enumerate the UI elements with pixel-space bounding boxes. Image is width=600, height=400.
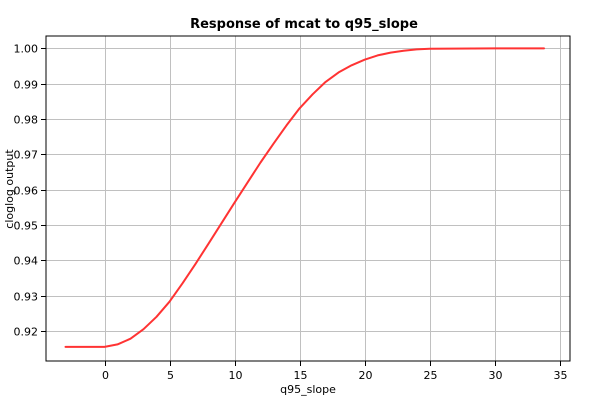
y-tick-label: 0.98 [14,114,39,127]
series [64,47,545,348]
ticks: 0 5 10 15 20 25 30 35 0.92 0.93 0.94 0.95 0.96 0.97 0.… [14,43,568,383]
y-tick-label: 0.96 [14,185,39,198]
x-tick-label: 5 [167,369,174,382]
y-axis-label: cloglog output [3,149,16,229]
y-tick-label: 1.00 [14,43,39,56]
x-tick-label: 20 [359,369,373,382]
x-tick-label: 30 [489,369,503,382]
chart-title: Response of mcat to q95_slope [190,17,418,32]
x-tick-label: 25 [424,369,438,382]
y-tick-label: 0.94 [14,255,39,268]
grid [46,36,570,361]
y-tick-label: 0.93 [14,291,39,304]
x-tick-label: 35 [554,369,568,382]
y-tick-label: 0.92 [14,326,39,339]
x-tick-label: 0 [102,369,109,382]
x-axis-label: q95_slope [280,383,336,396]
series-line [64,47,545,348]
x-tick-label: 10 [229,369,243,382]
y-tick-label: 0.97 [14,149,39,162]
plot-area [45,35,571,362]
y-tick-label: 0.95 [14,220,39,233]
y-tick-label: 0.99 [14,79,39,92]
x-tick-label: 15 [294,369,308,382]
